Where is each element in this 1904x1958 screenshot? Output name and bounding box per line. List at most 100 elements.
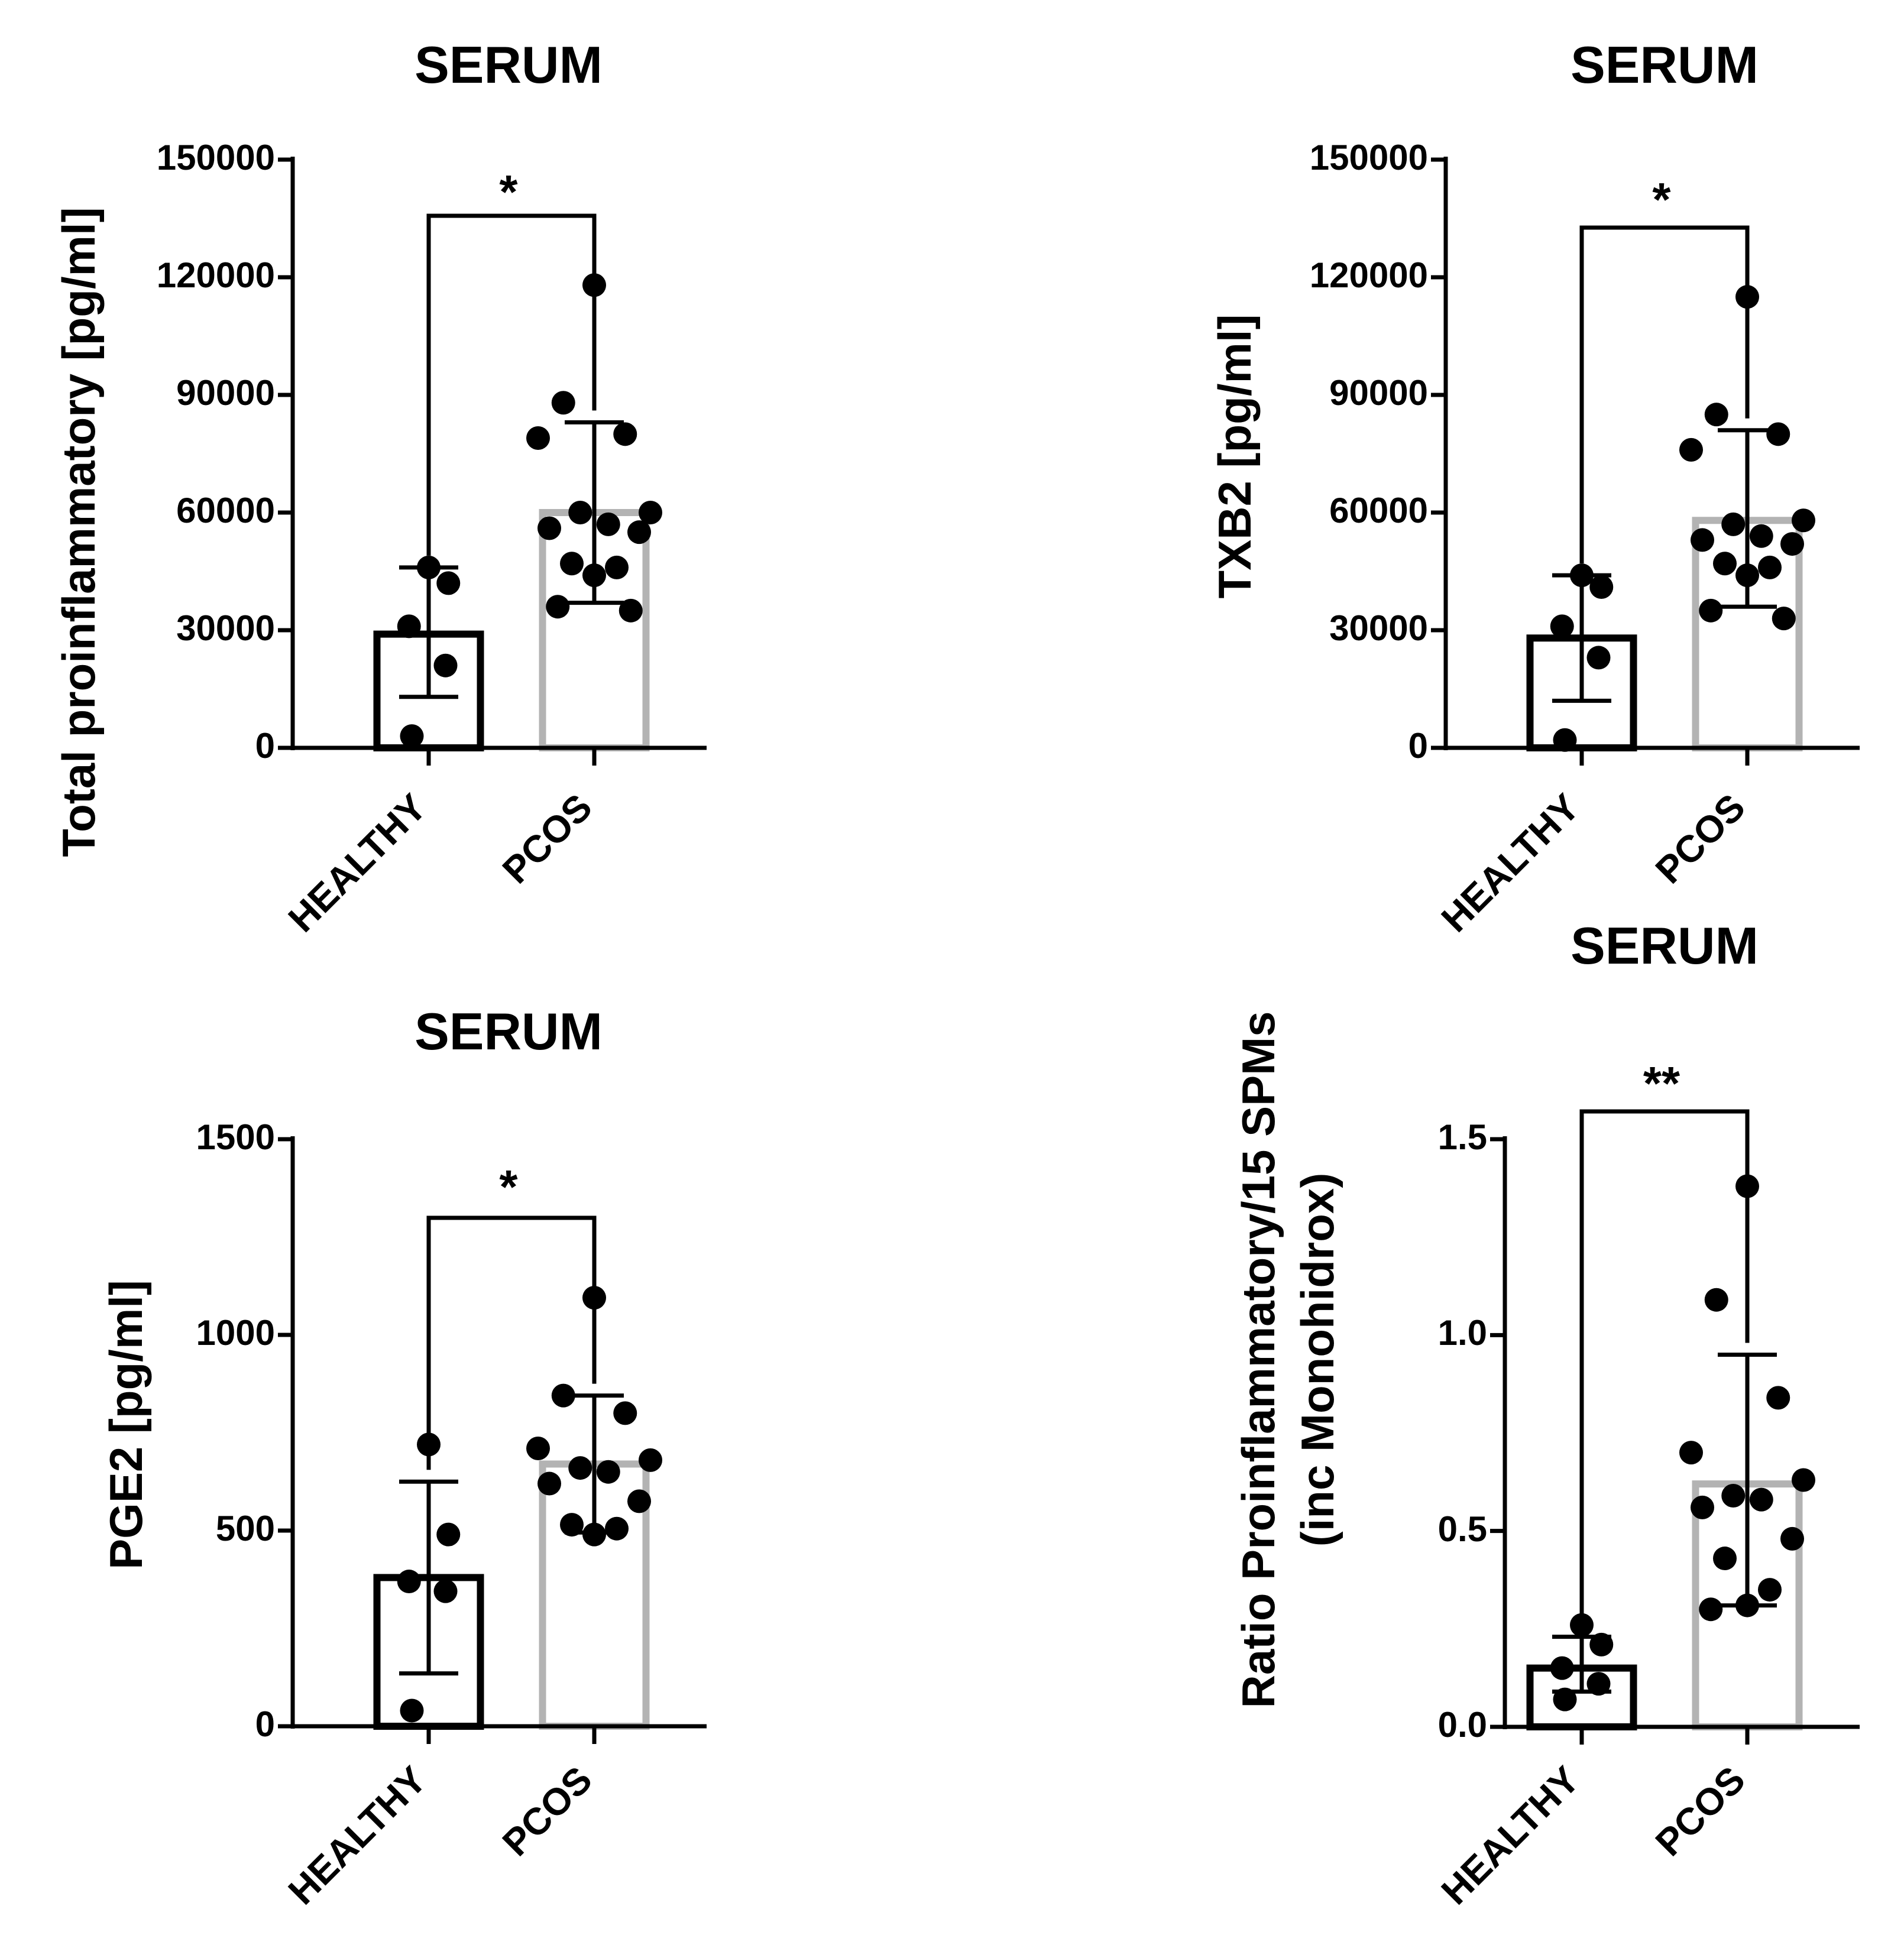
panel-title: SERUM [1571,35,1759,94]
data-point [1699,1597,1723,1622]
y-tick-label: 120000 [157,255,275,295]
data-point [1758,555,1782,579]
significance-bracket [426,1215,597,1470]
data-point [568,501,592,524]
y-axis-ticks: 0.0 0.5 1.0 1.5 [1438,1117,1487,1745]
data-point [1749,1487,1773,1512]
y-axis-label: PGE2 [pg/ml] [100,1280,152,1570]
y-tick-label: 30000 [176,608,275,648]
panel-total-proinflammatory: SERUM Total proinflammatory [pg/ml] 0 30… [53,35,707,940]
data-point [1704,403,1728,427]
y-tick-label: 1500 [196,1117,275,1157]
y-tick-label: 0 [255,726,275,766]
panel-title: SERUM [1571,916,1759,975]
data-point [400,1698,424,1723]
data-point [1550,1656,1574,1680]
x-axis-categories: HEALTHY PCOS [1433,1758,1753,1912]
y-tick-label: 60000 [176,491,275,530]
data-point [568,1456,592,1480]
panel-title: SERUM [415,1002,603,1061]
y-axis-ticks: 0 30000 60000 90000 120000 150000 [157,138,275,766]
y-tick-label: 500 [216,1509,275,1548]
x-category-healthy: HEALTHY [1433,786,1588,940]
data-point [433,1579,458,1603]
data-point [1679,1441,1703,1465]
y-tick-label: 90000 [1329,373,1428,413]
panel-pge2: SERUM PGE2 [pg/ml] 0 500 1000 1500 HEALT… [100,1002,707,1912]
data-point [436,571,461,595]
data-point [1780,532,1804,556]
y-axis-label: TXB2 [pg/ml] [1209,315,1261,599]
plot-area [278,1136,707,1744]
data-point [433,653,458,677]
data-point [1586,646,1611,670]
data-point [1570,1613,1594,1637]
data-point [605,1516,629,1541]
data-point [537,1471,561,1496]
data-point [1766,422,1790,446]
data-point [1792,1468,1815,1492]
data-point [619,598,643,623]
plot-area [1431,157,1860,766]
data-point [546,595,570,619]
data-point [1679,437,1703,462]
plot-area [278,157,707,766]
data-point [1713,552,1737,576]
data-point [1691,528,1714,552]
data-point [526,426,550,450]
data-point [1749,524,1773,548]
data-point [1772,607,1796,631]
x-axis-categories: HEALTHY PCOS [280,1758,600,1912]
x-category-pcos: PCOS [494,1758,600,1864]
data-point [537,516,561,540]
data-point [1721,1484,1746,1508]
data-point [596,1460,620,1484]
data-point [627,520,651,544]
data-point [596,512,620,536]
data-point [1713,1547,1737,1571]
y-tick-label: 150000 [157,138,275,177]
x-category-healthy: HEALTHY [1433,1758,1588,1912]
significance-marker: * [499,1160,518,1213]
x-category-pcos: PCOS [1647,1758,1753,1864]
y-tick-label: 90000 [176,373,275,413]
data-point [551,391,575,415]
data-point [436,1522,461,1547]
y-axis-label-line-2: (inc Monohidrox) [1291,1173,1343,1547]
y-tick-label: 0.5 [1438,1509,1487,1549]
data-point [397,614,421,638]
y-axis-label: Total proinflammatory [pg/ml] [53,207,105,857]
data-point [1792,508,1815,533]
data-point [400,724,424,748]
x-category-pcos: PCOS [494,786,600,892]
y-tick-label: 150000 [1310,138,1428,177]
data-point [605,555,629,579]
data-point [639,501,662,524]
y-tick-label: 1.5 [1438,1117,1487,1157]
y-tick-label: 1000 [196,1313,275,1353]
x-category-healthy: HEALTHY [280,786,435,940]
y-tick-label: 1.0 [1438,1313,1487,1353]
data-point [1704,1288,1728,1312]
data-point [526,1436,550,1460]
y-tick-label: 120000 [1310,255,1428,295]
y-tick-label: 0.0 [1438,1705,1487,1745]
significance-marker: ** [1643,1057,1680,1110]
bar-pcos [539,1460,650,1730]
significance-bracket [426,213,597,556]
y-axis-label-line-1: Ratio Proinflammatory/15 SPMs [1232,1012,1284,1709]
data-point [1758,1578,1782,1602]
y-tick-label: 0 [1408,726,1428,766]
y-axis-ticks: 0 30000 60000 90000 120000 150000 [1310,138,1428,766]
significance-bracket [1579,225,1750,564]
data-point [551,1383,575,1408]
data-point [639,1448,662,1472]
x-category-healthy: HEALTHY [280,1758,435,1912]
x-axis-categories: HEALTHY PCOS [280,786,600,940]
panel-ratio: SERUM Ratio Proinflammatory/15 SPMs (inc… [1232,916,1860,1912]
significance-marker: * [499,166,518,218]
data-point [1699,598,1723,623]
y-axis-ticks: 0 500 1000 1500 [196,1117,275,1744]
data-point [627,1489,651,1513]
